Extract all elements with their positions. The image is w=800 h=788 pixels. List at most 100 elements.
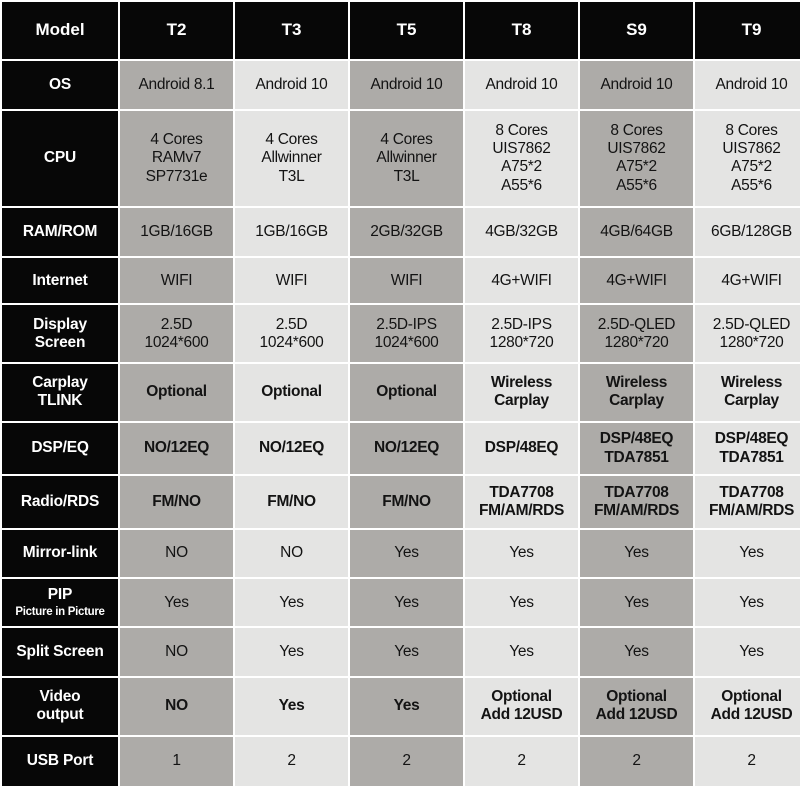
row-label-main: Carplay (32, 374, 88, 392)
cell-display-t3: 2.5D 1024*600 (235, 305, 348, 363)
cell-line: 2.5D-IPS (376, 315, 437, 333)
cell-video-t9: Optional Add 12USD (695, 677, 800, 735)
table-row: USB Port 1 2 2 2 2 2 (2, 736, 800, 786)
cell-carplay-t2: Optional (120, 364, 233, 421)
cell-display-s9: 2.5D-QLED 1280*720 (580, 305, 693, 363)
row-label: USB Port (2, 736, 118, 786)
cell-radio-rds-t9: TDA7708 FM/AM/RDS (695, 476, 800, 528)
cell-internet-t3: WIFI (235, 258, 348, 304)
cell-line: Yes (509, 544, 534, 562)
cell-line: Android 10 (715, 75, 788, 93)
cell-line: Wireless (490, 374, 553, 392)
cell-line: A75*2 (731, 158, 772, 176)
cell-line: Add 12USD (595, 706, 678, 724)
cell-line: Yes (279, 593, 304, 611)
cell-pip-s9: Yes (580, 579, 693, 627)
table-row: OS Android 8.1 Android 10 Android 10 Android… (2, 60, 800, 110)
cell-split-screen-t3: Yes (235, 628, 348, 676)
cell-carplay-t8: Wireless Carplay (465, 364, 578, 421)
cell-line: 8 Cores (610, 121, 663, 139)
cell-line: Optional (261, 383, 322, 401)
cell-line: UIS7862 (722, 140, 781, 158)
header-cell-model: Model (2, 2, 118, 59)
cell-mirror-link-t8: Yes (465, 529, 578, 578)
cell-line: FM/AM/RDS (708, 501, 795, 519)
cell-line: DSP/48EQ (599, 430, 674, 448)
row-label-main: Split Screen (16, 643, 104, 661)
table-row: Carplay TLINK Optional Optional Optional Wire… (2, 364, 800, 421)
cell-line: 2 (632, 752, 641, 770)
row-label-main: USB Port (26, 752, 94, 770)
cell-line: 2GB/32GB (370, 222, 443, 240)
cell-line: 4G+WIFI (606, 271, 667, 289)
cell-line: Yes (739, 544, 764, 562)
row-label: Mirror-link (2, 529, 118, 578)
cell-line: TDA7708 (604, 483, 669, 501)
row-label-main: Display (33, 315, 87, 333)
cell-line: 1280*720 (489, 333, 554, 351)
row-label: Split Screen (2, 628, 118, 676)
table-header-row: Model T2 T3 T5 T8 S9 T9 (2, 2, 800, 59)
row-label-main: PIP (47, 586, 73, 604)
cell-mirror-link-t3: NO (235, 529, 348, 578)
cell-line: TDA7851 (719, 448, 784, 466)
cell-line: 6GB/128GB (711, 222, 792, 240)
cell-cpu-t8: 8 Cores UIS7862 A75*2 A55*6 (465, 111, 578, 206)
cell-line: NO (165, 697, 188, 715)
cell-line: A75*2 (501, 158, 542, 176)
cell-line: Optional (721, 687, 782, 705)
cell-mirror-link-s9: Yes (580, 529, 693, 578)
cell-line: WIFI (275, 271, 308, 289)
row-label: Video output (2, 677, 118, 735)
row-label-main: OS (49, 75, 71, 93)
cell-line: T3L (278, 167, 305, 185)
cell-line: Yes (739, 593, 764, 611)
cell-line: 4GB/64GB (600, 222, 673, 240)
cell-line: Optional (376, 383, 437, 401)
row-label: OS (2, 60, 118, 110)
row-label-sub: TLINK (37, 392, 83, 410)
cell-pip-t2: Yes (120, 579, 233, 627)
cell-line: T3L (393, 167, 420, 185)
cell-line: RAMv7 (151, 149, 202, 167)
cell-split-screen-t9: Yes (695, 628, 800, 676)
row-label: Display Screen (2, 305, 118, 363)
cell-line: A55*6 (501, 176, 542, 194)
cell-cpu-t3: 4 Cores Allwinner T3L (235, 111, 348, 206)
row-label: DSP/EQ (2, 422, 118, 475)
cell-split-screen-t2: NO (120, 628, 233, 676)
cell-line: WIFI (160, 271, 193, 289)
cell-line: 2 (402, 752, 411, 770)
cell-os-t5: Android 10 (350, 60, 463, 110)
cell-line: UIS7862 (607, 140, 666, 158)
cell-video-s9: Optional Add 12USD (580, 677, 693, 735)
cell-radio-rds-t8: TDA7708 FM/AM/RDS (465, 476, 578, 528)
cell-line: SP7731e (145, 167, 208, 185)
row-label: PIP Picture in Picture (2, 579, 118, 627)
cell-line: FM/NO (382, 492, 431, 510)
cell-line: Yes (739, 643, 764, 661)
column-header-s9: S9 (580, 2, 693, 59)
cell-line: NO/12EQ (258, 439, 325, 457)
table-row: Mirror-link NO NO Yes Yes Yes Yes (2, 529, 800, 578)
cell-line: NO/12EQ (143, 439, 210, 457)
cell-line: Add 12USD (710, 706, 793, 724)
table-row: Internet WIFI WIFI WIFI 4G+WIFI 4G+WIFI 4G+WIF… (2, 258, 800, 304)
cell-line: 4G+WIFI (491, 271, 552, 289)
cell-line: 1024*600 (259, 333, 324, 351)
cell-line: FM/NO (152, 492, 201, 510)
cell-line: Yes (624, 593, 649, 611)
cell-dsp-eq-t5: NO/12EQ (350, 422, 463, 475)
cell-line: 1280*720 (719, 333, 784, 351)
cell-radio-rds-t2: FM/NO (120, 476, 233, 528)
cell-line: FM/AM/RDS (593, 501, 680, 519)
cell-line: Yes (164, 593, 189, 611)
row-label: Internet (2, 258, 118, 304)
cell-line: Yes (394, 643, 419, 661)
cell-line: NO (165, 643, 188, 661)
cell-radio-rds-t3: FM/NO (235, 476, 348, 528)
cell-video-t8: Optional Add 12USD (465, 677, 578, 735)
cell-usb-port-s9: 2 (580, 736, 693, 786)
cell-line: A75*2 (616, 158, 657, 176)
cell-line: 2 (747, 752, 756, 770)
